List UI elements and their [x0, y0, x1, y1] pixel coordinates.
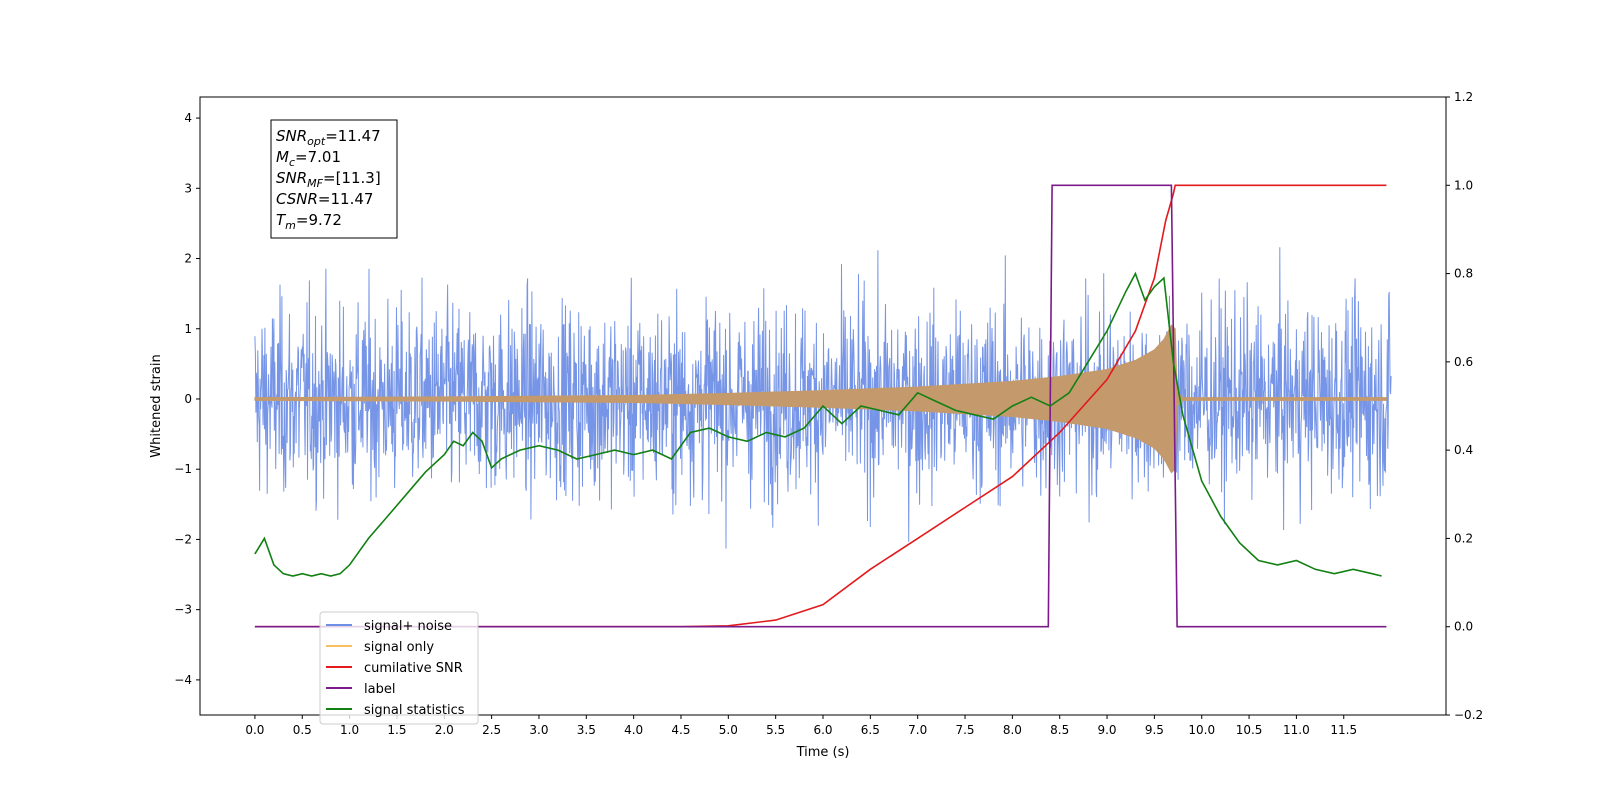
x-tick-label: 2.5	[482, 723, 501, 737]
right-tick-label: 0.6	[1454, 355, 1473, 369]
legend: signal+ noise signal only cumilative SNR la…	[319, 611, 479, 725]
noise-line	[254, 247, 1392, 549]
annotation-box: SNRopt=11.47Mc=7.01SNRMF=[11.3]CSNR=11.4…	[270, 119, 398, 239]
x-tick-label: 11.0	[1283, 723, 1310, 737]
noise-series	[254, 247, 1392, 549]
left-tick-label: −4	[174, 673, 192, 687]
annotation-symbol: SNR	[276, 169, 307, 187]
left-tick-label: 2	[184, 252, 192, 266]
right-tick-label: 0.4	[1454, 443, 1473, 457]
signal-only-series	[254, 324, 1387, 474]
x-tick-label: 8.0	[1003, 723, 1022, 737]
right-tick-label: 0.8	[1454, 267, 1473, 281]
legend-label: signal only	[364, 640, 434, 655]
legend-label: signal+ noise	[364, 619, 452, 634]
annotation-value: =11.47	[318, 190, 374, 208]
left-tick-label: −1	[174, 462, 192, 476]
annotation-symbol: T	[276, 211, 287, 229]
annotation-symbol: SNR	[276, 127, 307, 145]
annotation-line: SNRopt=11.47	[276, 127, 381, 148]
annotation-subscript: c	[289, 156, 295, 169]
right-tick-label: −0.2	[1454, 708, 1483, 722]
right-tick-label: 0.2	[1454, 531, 1473, 545]
left-tick-label: 4	[184, 111, 192, 125]
legend-label: label	[364, 682, 395, 697]
left-tick-label: 0	[184, 392, 192, 406]
annotation-value: =9.72	[296, 211, 342, 229]
right-tick-label: 1.2	[1454, 90, 1473, 104]
right-axis-ticks: −0.2 0.0 0.2 0.4 0.6 0.8 1.0 1.2	[1446, 90, 1483, 722]
x-axis-ticks: 0.0 0.5 1.0 1.5 2.0 2.5 3.0 3.5 4.0 4.5 5.0 5.5 6.0 6…	[245, 715, 1357, 737]
x-tick-label: 3.5	[577, 723, 596, 737]
annotation-subscript: m	[285, 219, 296, 232]
x-tick-label: 7.5	[955, 723, 974, 737]
annotation-line: Mc=7.01	[276, 148, 341, 169]
x-tick-label: 11.5	[1330, 723, 1357, 737]
signal-statistics-line	[254, 271, 1382, 577]
x-tick-label: 1.0	[340, 723, 359, 737]
annotation-symbol: M	[276, 148, 289, 166]
annotation-value: =7.01	[295, 148, 341, 166]
left-tick-label: −3	[174, 603, 192, 617]
x-tick-label: 0.5	[293, 723, 312, 737]
left-tick-label: −2	[174, 532, 192, 546]
x-tick-label: 9.5	[1145, 723, 1164, 737]
x-tick-label: 10.5	[1236, 723, 1263, 737]
left-axis-ticks: −4 −3 −2 −1 0 1 2 3 4	[174, 111, 200, 687]
annotation-line: CSNR=11.47	[276, 190, 373, 208]
x-tick-label: 7.0	[908, 723, 927, 737]
x-tick-label: 8.5	[1050, 723, 1069, 737]
y-axis-label: Whitened strain	[149, 354, 164, 457]
right-tick-label: 0.0	[1454, 620, 1473, 634]
legend-label: signal statistics	[364, 703, 465, 718]
left-tick-label: 1	[184, 322, 192, 336]
x-tick-label: 5.0	[719, 723, 738, 737]
annotation-line: SNRMF=[11.3]	[276, 169, 381, 190]
annotation-subscript: MF	[307, 177, 323, 190]
signal-envelope	[254, 324, 1387, 474]
x-tick-label: 6.0	[813, 723, 832, 737]
annotation-symbol: CSNR	[276, 190, 318, 208]
x-axis-label: Time (s)	[796, 745, 850, 760]
left-tick-label: 3	[184, 181, 192, 195]
legend-frame	[319, 611, 479, 725]
x-tick-label: 10.0	[1188, 723, 1215, 737]
x-tick-label: 9.0	[1097, 723, 1116, 737]
x-tick-label: 4.0	[624, 723, 643, 737]
legend-label: cumilative SNR	[364, 661, 463, 676]
line-series	[254, 184, 1387, 628]
right-tick-label: 1.0	[1454, 178, 1473, 192]
annotation-value: =11.47	[325, 127, 381, 145]
cumulative-snr-line	[254, 184, 1387, 628]
annotation-subscript: opt	[307, 135, 326, 148]
x-tick-label: 2.0	[435, 723, 454, 737]
x-tick-label: 1.5	[387, 723, 406, 737]
x-tick-label: 3.0	[529, 723, 548, 737]
label-line	[254, 184, 1387, 628]
annotation-line: Tm=9.72	[276, 211, 342, 232]
x-tick-label: 4.5	[671, 723, 690, 737]
annotation-value: =[11.3]	[323, 169, 381, 187]
x-tick-label: 6.5	[861, 723, 880, 737]
x-tick-label: 5.5	[766, 723, 785, 737]
x-tick-label: 0.0	[245, 723, 264, 737]
annotation-frame	[270, 119, 398, 239]
